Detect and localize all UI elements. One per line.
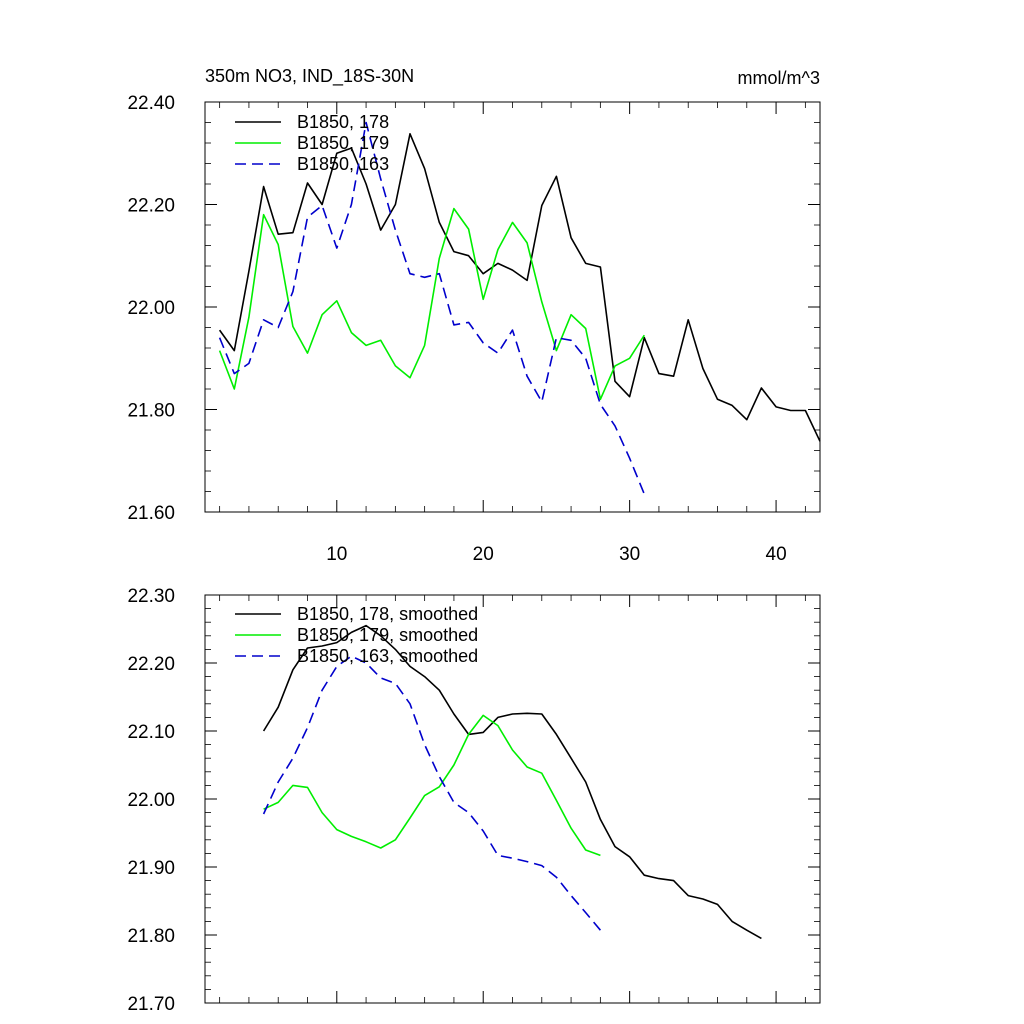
- y-tick-label: 22.10: [127, 722, 175, 743]
- series-line-b1850-163: [218, 121, 646, 495]
- y-tick-label: 21.90: [127, 858, 175, 879]
- y-tick-label: 22.40: [127, 93, 175, 114]
- series-line-b1850-178: [218, 133, 821, 442]
- x-tick-label: 20: [473, 544, 494, 565]
- y-tick-label: 22.00: [127, 790, 175, 811]
- series-line-b1850-179: [218, 207, 645, 401]
- legend-label: B1850, 178, smoothed: [297, 604, 478, 624]
- legend-label: B1850, 163: [297, 154, 389, 174]
- series-line-b1850-178-smoothed: [262, 624, 762, 940]
- y-tick-label: 22.00: [127, 298, 175, 319]
- bottom-panel-nitrate-smoothed: 21.70 21.80 21.90 22.00 22.10 22.20 22.30 B1850…: [127, 586, 821, 1015]
- units-label: mmol/m^3: [738, 68, 820, 88]
- x-tick-label: 30: [619, 544, 640, 565]
- series-line-b1850-179-smoothed: [263, 714, 601, 857]
- legend-label: B1850, 179: [297, 133, 389, 153]
- y-tick-label: 21.70: [127, 994, 175, 1015]
- series-line-b1850-163-smoothed: [262, 655, 602, 931]
- x-tick-label: 40: [766, 544, 787, 565]
- legend-label: B1850, 178: [297, 112, 389, 132]
- legend-label: B1850, 163, smoothed: [297, 646, 478, 666]
- y-tick-label: 22.30: [127, 586, 175, 607]
- y-tick-label: 22.20: [127, 654, 175, 675]
- y-tick-label: 21.80: [127, 926, 175, 947]
- x-tick-label: 10: [326, 544, 347, 565]
- y-tick-label: 22.20: [127, 196, 175, 217]
- top-panel-nitrate-raw: 350m NO3, IND_18S-30N mmol/m^3 21.60 21.80 2…: [127, 66, 821, 565]
- legend-label: B1850, 179, smoothed: [297, 625, 478, 645]
- y-tick-label: 21.80: [127, 401, 175, 422]
- y-tick-label: 21.60: [127, 503, 175, 524]
- chart-title: 350m NO3, IND_18S-30N: [205, 66, 414, 87]
